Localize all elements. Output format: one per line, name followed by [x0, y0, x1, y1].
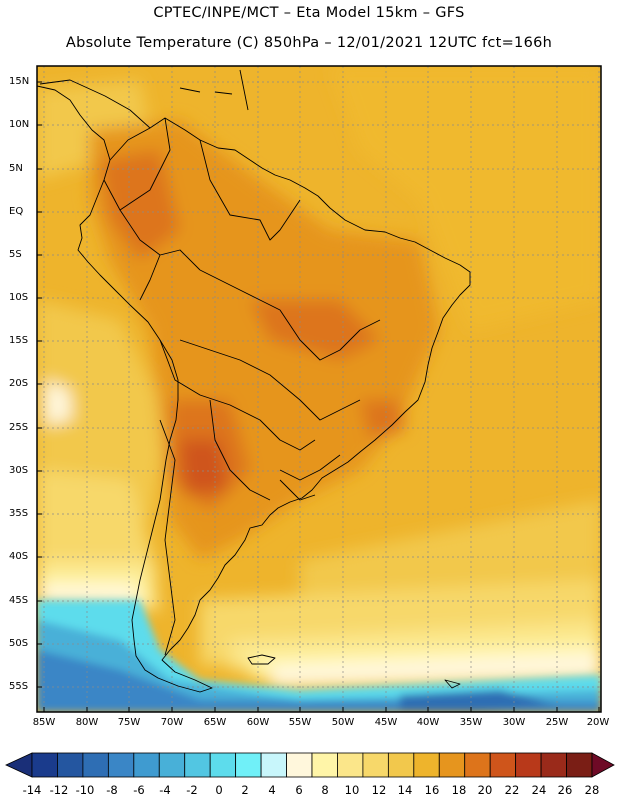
colorbar-label: 0	[215, 783, 223, 797]
colorbar-label: 8	[321, 783, 329, 797]
lat-label: 25S	[9, 422, 29, 433]
colorbar-swatch	[235, 752, 262, 778]
colorbar-swatch	[209, 752, 237, 778]
chart-subtitle: Absolute Temperature (C) 850hPa – 12/01/…	[65, 35, 553, 51]
lat-label: 30S	[9, 465, 29, 476]
colorbar-label: 10	[344, 783, 360, 797]
colorbar-arrow-high	[591, 752, 615, 778]
map-frame	[36, 65, 602, 713]
graticule	[37, 66, 601, 712]
colorbar-swatch	[311, 752, 338, 778]
lat-label: 50S	[9, 638, 29, 649]
colorbar-swatch	[184, 752, 211, 778]
colorbar-label: -10	[75, 783, 95, 797]
colorbar-label: -14	[22, 783, 42, 797]
colorbar-swatch	[387, 752, 415, 778]
colorbar-swatch	[82, 752, 109, 778]
lat-label: 40S	[9, 551, 29, 562]
lat-label: 5S	[9, 249, 22, 260]
colorbar-label: -8	[106, 783, 118, 797]
lat-label: 15N	[9, 76, 30, 87]
chart-title: CPTEC/INPE/MCT – Eta Model 15km – GFS	[153, 5, 465, 21]
colorbar-swatch	[438, 752, 466, 778]
axis-ticks	[37, 81, 600, 712]
colorbar-swatch	[540, 752, 567, 778]
lon-label: 85W	[32, 717, 56, 728]
colorbar-arrow-low	[5, 752, 33, 778]
lat-label: EQ	[9, 206, 24, 217]
colorbar-label: 18	[451, 783, 467, 797]
temperature-field	[37, 66, 601, 712]
colorbar-swatch	[286, 752, 313, 778]
colorbar-swatch	[489, 752, 517, 778]
colorbar-label: -12	[49, 783, 69, 797]
colorbar-swatch	[31, 752, 58, 778]
lat-label: 15S	[9, 335, 29, 346]
lon-label: 55W	[288, 717, 312, 728]
colorbar-label: 12	[371, 783, 387, 797]
colorbar-swatch	[57, 752, 84, 778]
colorbar-label: 26	[557, 783, 573, 797]
colorbar-swatch	[566, 752, 593, 778]
colorbar-label: 6	[295, 783, 303, 797]
colorbar-label: 2	[241, 783, 249, 797]
lon-label: 50W	[331, 717, 355, 728]
colorbar-swatch	[362, 752, 389, 778]
colorbar-swatch	[464, 752, 491, 778]
colorbar-label: 16	[424, 783, 440, 797]
lon-label: 75W	[117, 717, 141, 728]
lat-label: 10S	[9, 292, 29, 303]
colorbar-swatch	[337, 752, 364, 778]
lon-label: 20W	[586, 717, 610, 728]
lat-label: 20S	[9, 378, 29, 389]
colorbar-label: -2	[186, 783, 198, 797]
lon-label: 40W	[416, 717, 440, 728]
lat-label: 10N	[9, 119, 30, 130]
colorbar-label: 28	[584, 783, 600, 797]
colorbar-label: 24	[531, 783, 547, 797]
lat-label: 5N	[9, 163, 23, 174]
colorbar-swatch	[158, 752, 186, 778]
colorbar-swatch	[515, 752, 542, 778]
lon-label: 25W	[545, 717, 569, 728]
lon-label: 70W	[160, 717, 184, 728]
colorbar-swatch	[413, 752, 440, 778]
lon-label: 30W	[502, 717, 526, 728]
colorbar-label: -4	[159, 783, 171, 797]
colorbar-swatch	[107, 752, 135, 778]
colorbar-label: 20	[477, 783, 493, 797]
colorbar-label: -6	[133, 783, 145, 797]
colorbar-label: 14	[397, 783, 413, 797]
coastlines	[37, 69, 471, 693]
lat-label: 45S	[9, 595, 29, 606]
colorbar-swatch	[133, 752, 160, 778]
colorbar-label: 4	[268, 783, 276, 797]
lon-label: 35W	[459, 717, 483, 728]
lat-label: 55S	[9, 681, 29, 692]
lon-label: 65W	[203, 717, 227, 728]
lat-label: 35S	[9, 508, 29, 519]
colorbar-swatch	[260, 752, 287, 778]
colorbar	[5, 752, 615, 778]
lon-label: 80W	[75, 717, 99, 728]
lon-label: 45W	[374, 717, 398, 728]
colorbar-label: 22	[504, 783, 520, 797]
lon-label: 60W	[246, 717, 270, 728]
